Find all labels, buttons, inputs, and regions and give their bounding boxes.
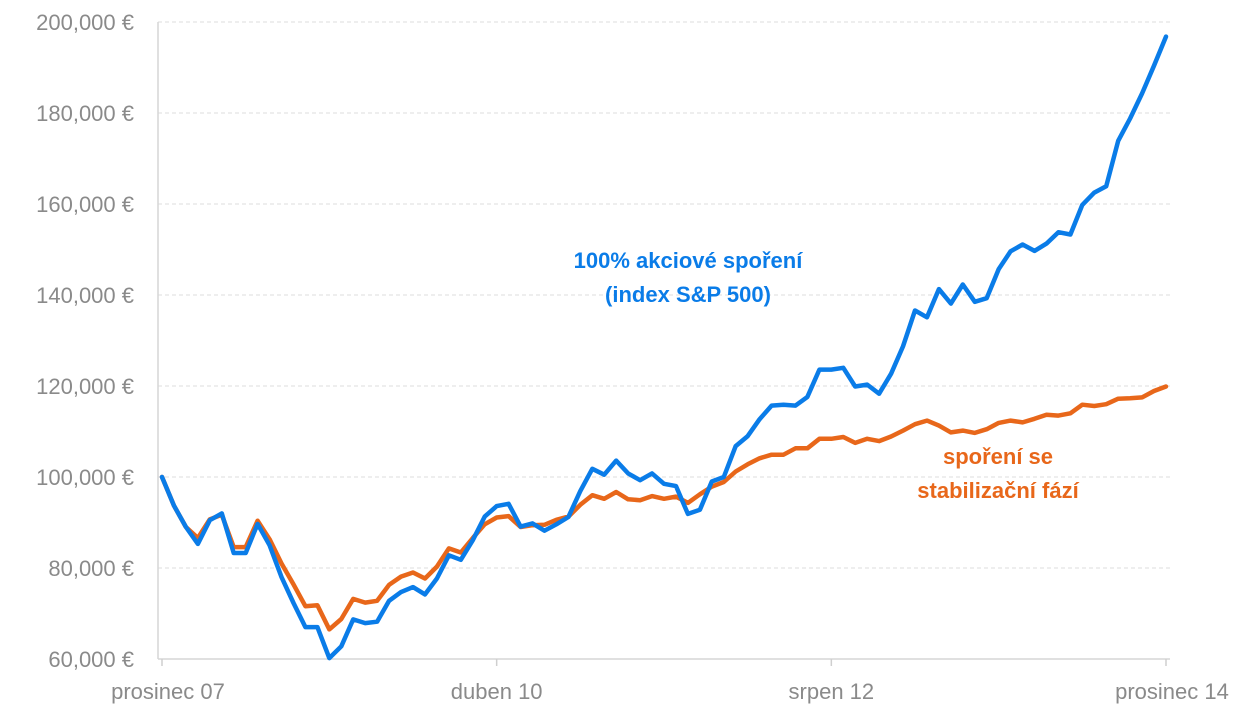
- series-label-stabilization: spoření se stabilizační fází: [917, 444, 1079, 503]
- series-label-line: (index S&P 500): [605, 282, 771, 307]
- x-tick-labels: prosinec 07 duben 10 srpen 12 prosinec 14: [111, 659, 1229, 704]
- x-tick-label: prosinec 07: [111, 679, 225, 704]
- y-tick-label: 180,000 €: [36, 101, 134, 126]
- series-label-line: 100% akciové spoření: [574, 248, 804, 273]
- y-tick-label: 100,000 €: [36, 465, 134, 490]
- series-line: [159, 34, 1169, 661]
- y-tick-label: 200,000 €: [36, 10, 134, 35]
- x-tick-label: srpen 12: [789, 679, 875, 704]
- y-tick-labels: 60,000 € 80,000 € 100,000 € 120,000 € 140,00…: [36, 10, 134, 672]
- series-label-line: spoření se: [943, 444, 1053, 469]
- y-tick-label: 140,000 €: [36, 283, 134, 308]
- series-line: [159, 384, 1169, 632]
- y-tick-label: 80,000 €: [48, 556, 134, 581]
- x-tick-label: duben 10: [451, 679, 543, 704]
- y-tick-label: 160,000 €: [36, 192, 134, 217]
- series-lines: [159, 34, 1169, 661]
- y-tick-label: 120,000 €: [36, 374, 134, 399]
- grid-lines: [158, 21, 1170, 569]
- axes: [157, 22, 1170, 660]
- series-label-line: stabilizační fází: [917, 478, 1079, 503]
- series-label-stocks: 100% akciové spoření (index S&P 500): [574, 248, 804, 307]
- y-tick-label: 60,000 €: [48, 647, 134, 672]
- x-tick-label: prosinec 14: [1115, 679, 1229, 704]
